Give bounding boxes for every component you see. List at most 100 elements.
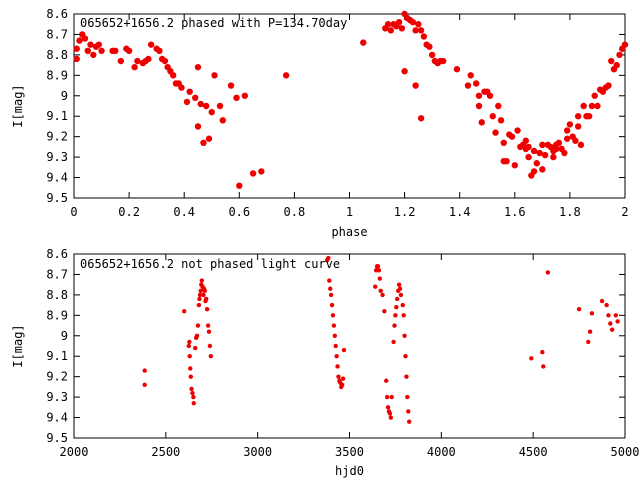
data-point: [73, 45, 80, 52]
x-tick-label: 1.2: [394, 205, 416, 219]
data-point: [508, 133, 516, 140]
data-point: [219, 117, 226, 124]
data-point: [193, 345, 198, 351]
data-point: [511, 162, 518, 169]
data-point: [539, 166, 546, 173]
data-point: [387, 411, 393, 416]
y-axis-label: I[mag]: [11, 324, 25, 367]
y-tick-label: 9.2: [46, 370, 68, 384]
y-tick-label: 9: [61, 89, 68, 103]
data-point: [125, 47, 133, 54]
data-point: [574, 123, 582, 130]
x-tick-label: 1.6: [504, 205, 526, 219]
data-point: [415, 21, 422, 28]
x-tick-label: 4500: [519, 445, 548, 459]
data-point: [412, 82, 419, 89]
data-point: [194, 123, 202, 130]
data-point: [608, 57, 615, 65]
data-point: [576, 307, 582, 312]
data-point: [406, 409, 411, 414]
data-point: [561, 149, 568, 157]
y-tick-label: 9.5: [46, 191, 68, 205]
data-point: [211, 72, 218, 79]
data-point: [400, 302, 405, 308]
data-point: [453, 66, 461, 73]
data-point: [380, 292, 385, 298]
data-point: [613, 61, 620, 69]
data-point: [87, 41, 94, 48]
data-point: [464, 82, 472, 89]
data-point: [333, 343, 338, 349]
data-point: [489, 113, 496, 120]
data-point: [563, 127, 571, 134]
data-point: [190, 390, 195, 396]
data-point: [525, 153, 532, 161]
data-point: [142, 382, 147, 388]
data-point: [205, 135, 213, 142]
data-point: [241, 92, 249, 99]
data-point: [530, 168, 538, 175]
data-point: [178, 84, 185, 91]
data-point: [587, 329, 593, 334]
data-point: [473, 80, 480, 87]
data-point: [439, 57, 447, 65]
data-point: [81, 35, 89, 42]
data-point: [574, 113, 582, 120]
data-point: [330, 313, 336, 318]
data-point: [616, 51, 623, 59]
data-point: [588, 102, 596, 110]
data-point: [334, 354, 339, 359]
data-point: [339, 382, 345, 388]
data-point: [384, 394, 390, 400]
data-point: [187, 354, 192, 359]
data-point: [375, 264, 381, 269]
data-point: [388, 415, 394, 420]
unphased-light-curve-panel: 2000 2500 3000 3500 4000 4500 5000 8.6 8.7 8.8 8.9…: [11, 247, 639, 478]
data-point: [258, 168, 265, 175]
data-point: [189, 386, 194, 392]
data-point: [401, 68, 408, 75]
data-point: [525, 143, 532, 151]
y-tick-label: 9.4: [46, 171, 68, 185]
data-point: [336, 374, 341, 379]
data-point: [541, 364, 546, 369]
x-tick-label: 0.4: [173, 205, 195, 219]
data-point: [394, 304, 399, 310]
data-point: [117, 57, 125, 65]
data-point: [492, 129, 499, 136]
data-point: [599, 298, 605, 304]
data-point: [236, 182, 243, 189]
data-point: [191, 401, 196, 406]
data-point: [475, 102, 483, 110]
data-point: [183, 98, 191, 106]
data-point: [467, 72, 474, 79]
data-point: [387, 27, 395, 34]
data-point: [204, 296, 209, 302]
data-point: [340, 376, 346, 381]
data-point: [417, 27, 425, 34]
data-point: [604, 302, 609, 308]
data-point: [478, 119, 485, 126]
y-tick-label: 8.7: [46, 267, 68, 281]
y-tick-label: 8.7: [46, 27, 68, 41]
y-tick-label: 8.6: [46, 247, 68, 261]
x-axis-label: phase: [331, 225, 367, 239]
data-point: [169, 72, 177, 79]
data-point: [402, 333, 407, 338]
data-point: [194, 63, 202, 71]
data-point: [188, 366, 193, 371]
data-point: [327, 278, 332, 283]
data-point: [382, 309, 387, 314]
data-point: [409, 18, 417, 26]
data-point: [156, 47, 163, 54]
data-point: [475, 92, 483, 99]
y-tick-label: 9.3: [46, 150, 68, 164]
data-point: [249, 170, 257, 177]
data-point: [95, 41, 102, 48]
data-point: [197, 296, 202, 302]
data-point: [73, 55, 80, 63]
data-point: [395, 18, 403, 26]
data-point: [566, 121, 574, 128]
data-point: [397, 286, 403, 291]
